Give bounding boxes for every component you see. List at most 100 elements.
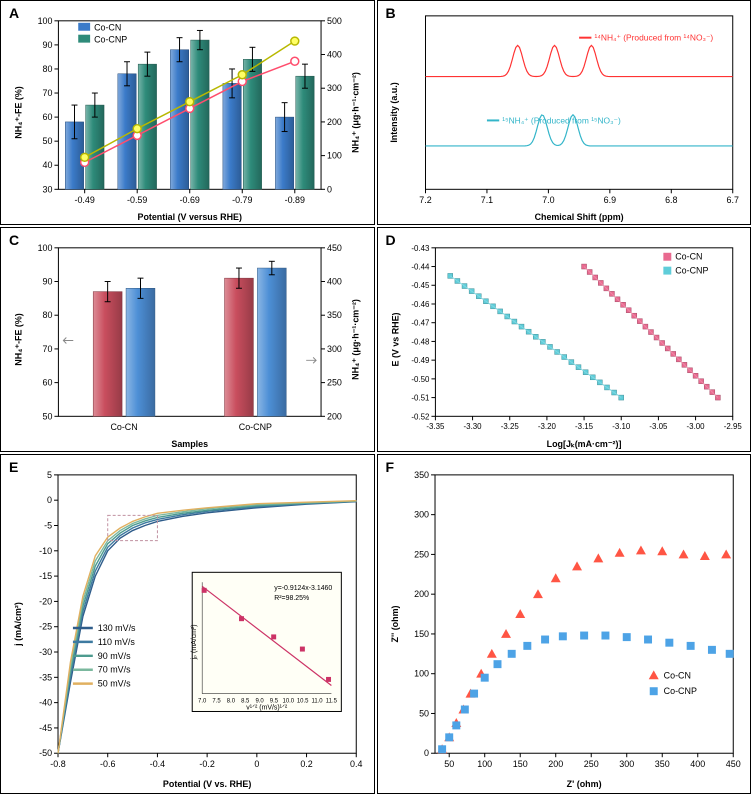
svg-text:250: 250 [414, 549, 429, 559]
panel-b: B 7.27.17.06.96.86.7¹⁴NH₄⁺ (Produced fro… [377, 0, 751, 225]
svg-text:-0.50: -0.50 [411, 375, 430, 384]
svg-text:v¹ᐟ² (mV/s)¹ᐟ²: v¹ᐟ² (mV/s)¹ᐟ² [246, 704, 288, 711]
svg-text:0: 0 [424, 748, 429, 758]
svg-text:110 mV/s: 110 mV/s [98, 637, 136, 647]
svg-text:-0.8: -0.8 [50, 759, 65, 769]
svg-text:90: 90 [43, 40, 53, 50]
svg-text:300: 300 [327, 344, 342, 354]
svg-text:50 mV/s: 50 mV/s [98, 679, 131, 689]
svg-text:100: 100 [38, 16, 53, 26]
svg-text:-3.15: -3.15 [575, 422, 594, 431]
svg-text:-5: -5 [44, 520, 52, 530]
svg-text:250: 250 [327, 378, 342, 388]
svg-text:Z' (ohm): Z' (ohm) [566, 779, 601, 789]
svg-text:500: 500 [327, 16, 342, 26]
svg-text:7.2: 7.2 [419, 195, 431, 205]
svg-text:50: 50 [43, 411, 53, 421]
chart-f: 5010015020025030035040045005010015020025… [378, 455, 751, 793]
panel-f-label: F [386, 459, 395, 475]
svg-text:-40: -40 [39, 698, 52, 708]
svg-text:-3.30: -3.30 [463, 422, 482, 431]
panel-b-label: B [386, 5, 396, 21]
svg-text:Z'' (ohm): Z'' (ohm) [390, 605, 400, 642]
svg-text:7.0: 7.0 [542, 195, 554, 205]
svg-text:450: 450 [327, 243, 342, 253]
svg-text:300: 300 [327, 83, 342, 93]
svg-text:-0.45: -0.45 [411, 281, 430, 290]
svg-text:70 mV/s: 70 mV/s [98, 665, 131, 675]
svg-text:-0.4: -0.4 [150, 759, 165, 769]
chart-d: -3.35-3.30-3.25-3.20-3.15-3.10-3.05-3.00… [378, 228, 751, 451]
svg-text:-0.46: -0.46 [411, 300, 430, 309]
svg-text:R²=98.25%: R²=98.25% [274, 595, 309, 602]
svg-text:y=-0.9124x-3.1460: y=-0.9124x-3.1460 [274, 585, 332, 592]
svg-text:0.2: 0.2 [300, 759, 312, 769]
panel-d: D -3.35-3.30-3.25-3.20-3.15-3.10-3.05-3.… [377, 227, 751, 452]
panel-d-label: D [386, 232, 396, 248]
panel-e: E -0.8-0.6-0.4-0.200.20.4-50-45-40-35-30… [0, 454, 375, 794]
svg-text:Log[Jₖ(mA·cm⁻²)]: Log[Jₖ(mA·cm⁻²)] [546, 439, 621, 449]
svg-text:-3.05: -3.05 [649, 422, 668, 431]
svg-text:Chemical Shift (ppm): Chemical Shift (ppm) [534, 212, 623, 222]
svg-text:-0.69: -0.69 [180, 195, 200, 205]
svg-text:6.8: 6.8 [665, 195, 677, 205]
svg-text:100: 100 [414, 669, 429, 679]
svg-text:5: 5 [47, 470, 52, 480]
svg-text:200: 200 [548, 759, 563, 769]
svg-text:-0.6: -0.6 [100, 759, 115, 769]
svg-text:j (mA/cm²): j (mA/cm²) [13, 602, 23, 647]
panel-f: F 50100150200250300350400450050100150200… [377, 454, 751, 794]
svg-text:400: 400 [327, 49, 342, 59]
svg-text:400: 400 [690, 759, 705, 769]
svg-text:-0.89: -0.89 [285, 195, 305, 205]
svg-text:-0.2: -0.2 [199, 759, 214, 769]
svg-text:6.7: 6.7 [726, 195, 738, 205]
chart-e: -0.8-0.6-0.4-0.200.20.4-50-45-40-35-30-2… [1, 455, 374, 793]
svg-text:NH₄⁺-FE (%): NH₄⁺-FE (%) [14, 313, 24, 366]
svg-text:-0.51: -0.51 [411, 394, 430, 403]
svg-text:-0.48: -0.48 [411, 337, 430, 346]
panel-c-label: C [9, 232, 19, 248]
svg-text:-15: -15 [39, 571, 52, 581]
svg-text:Potential (V versus RHE): Potential (V versus RHE) [138, 212, 242, 222]
svg-text:Intensity (a.u.): Intensity (a.u.) [388, 82, 398, 142]
svg-text:11.0: 11.0 [311, 699, 323, 705]
svg-text:NH₄⁺-FE (%): NH₄⁺-FE (%) [14, 86, 24, 139]
svg-text:350: 350 [414, 470, 429, 480]
svg-text:60: 60 [43, 112, 53, 122]
svg-text:-0.59: -0.59 [127, 195, 147, 205]
panel-e-label: E [9, 459, 18, 475]
svg-text:-3.10: -3.10 [612, 422, 631, 431]
panel-c: C 5060708090100200250300350400450Co-CNCo… [0, 227, 375, 452]
svg-text:10.5: 10.5 [297, 699, 309, 705]
svg-text:100: 100 [477, 759, 492, 769]
svg-text:130 mV/s: 130 mV/s [98, 623, 136, 633]
svg-text:-50: -50 [39, 748, 52, 758]
svg-text:-0.44: -0.44 [411, 263, 430, 272]
svg-text:-35: -35 [39, 672, 52, 682]
panel-a: A 304050607080901000100200300400500-0.49… [0, 0, 375, 225]
svg-text:6.9: 6.9 [603, 195, 615, 205]
svg-text:-3.35: -3.35 [426, 422, 445, 431]
svg-text:350: 350 [654, 759, 669, 769]
svg-text:-2.95: -2.95 [723, 422, 742, 431]
panel-a-label: A [9, 5, 19, 21]
svg-text:-0.47: -0.47 [411, 319, 429, 328]
svg-text:200: 200 [414, 589, 429, 599]
svg-text:Potential (V vs. RHE): Potential (V vs. RHE) [163, 779, 251, 789]
svg-text:300: 300 [619, 759, 634, 769]
svg-text:150: 150 [512, 759, 527, 769]
svg-text:jₚ (mA/cm²): jₚ (mA/cm²) [191, 624, 198, 660]
svg-text:0: 0 [47, 495, 52, 505]
svg-text:-0.49: -0.49 [75, 195, 95, 205]
svg-text:150: 150 [414, 629, 429, 639]
svg-text:200: 200 [327, 411, 342, 421]
svg-text:50: 50 [43, 136, 53, 146]
svg-text:NH₄⁺ (μg·h⁻¹·cm⁻²): NH₄⁺ (μg·h⁻¹·cm⁻²) [351, 72, 361, 153]
svg-text:60: 60 [43, 378, 53, 388]
svg-text:40: 40 [43, 160, 53, 170]
svg-text:100: 100 [327, 151, 342, 161]
svg-text:-0.43: -0.43 [411, 244, 430, 253]
svg-text:-20: -20 [39, 596, 52, 606]
svg-text:30: 30 [43, 184, 53, 194]
